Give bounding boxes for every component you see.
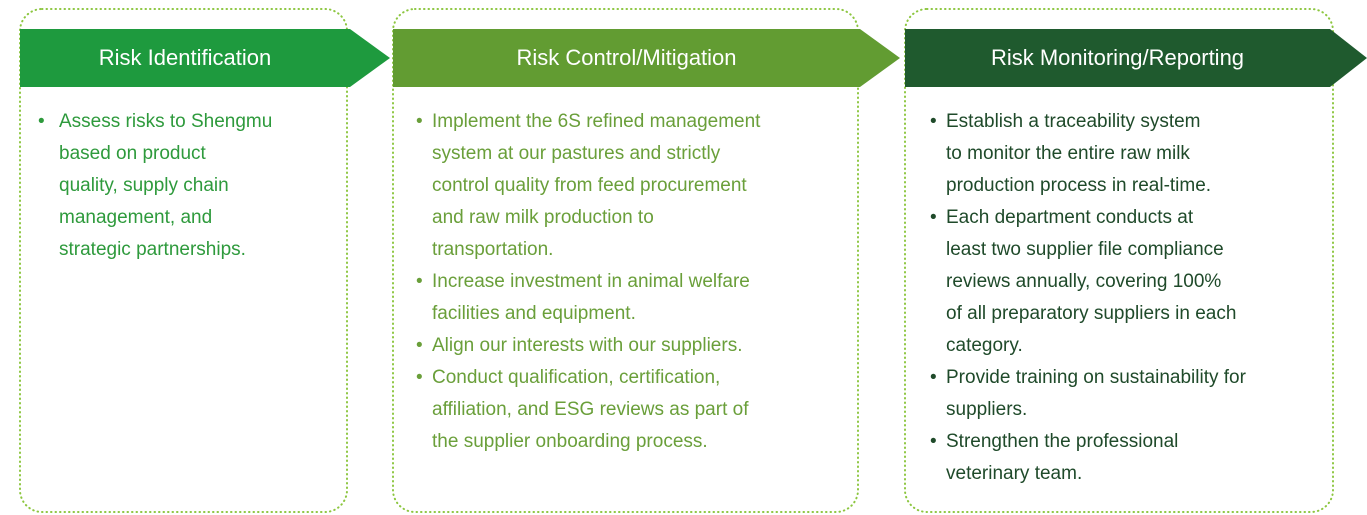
item-line: based on product — [59, 143, 206, 164]
bullet: • — [930, 431, 937, 452]
bullet: • — [416, 111, 423, 132]
item-line: of all preparatory suppliers in each — [946, 303, 1237, 324]
bullet: • — [416, 367, 423, 388]
bullet: • — [416, 271, 423, 292]
item-line: reviews annually, covering 100% — [946, 271, 1222, 292]
column-box — [904, 8, 1334, 513]
item-line: category. — [946, 335, 1023, 356]
bullet-list: • Implement the 6S refined management syst… — [416, 106, 761, 458]
item-line: production process in real-time. — [946, 175, 1212, 196]
item-line: Increase investment in animal welfare — [432, 271, 750, 292]
item-line: Align our interests with our suppliers. — [432, 335, 743, 356]
bullet-item: • Strengthen the professional veterinary t… — [930, 426, 1246, 490]
item-line: management, and — [59, 207, 213, 228]
item-line: Implement the 6S refined management — [432, 111, 761, 132]
item-line: Strengthen the professional — [946, 431, 1179, 452]
bullet-list: • Establish a traceability system to monit… — [930, 106, 1246, 490]
header-arrow — [20, 29, 390, 87]
column-title: Risk Monitoring/Reporting — [990, 45, 1245, 70]
item-line: Assess risks to Shengmu — [59, 111, 273, 132]
item-line: Conduct qualification, certification, — [432, 367, 721, 388]
item-line: control quality from feed procurement — [432, 175, 747, 196]
item-line: veterinary team. — [946, 463, 1083, 484]
item-line: and raw milk production to — [432, 207, 654, 228]
item-line: Each department conducts at — [946, 207, 1194, 228]
bullet-item: • Assess risks to Shengmu based on product… — [38, 106, 273, 266]
item-line: the supplier onboarding process. — [432, 431, 708, 452]
header-arrow — [905, 29, 1367, 87]
bullet: • — [930, 111, 937, 132]
bullet-list: • Assess risks to Shengmu based on product… — [38, 106, 273, 266]
bullet: • — [38, 111, 45, 132]
bullet: • — [930, 207, 937, 228]
bullet-item: • Align our interests with our suppliers. — [416, 330, 760, 362]
bullet-item: • Conduct qualification, certification, af… — [416, 362, 760, 458]
item-line: Provide training on sustainability for — [946, 367, 1246, 388]
bullet-item: • Establish a traceability system to monit… — [930, 106, 1246, 202]
bullet-item: • Increase investment in animal welfare fa… — [416, 266, 760, 330]
item-line: quality, supply chain — [59, 175, 229, 196]
bullet: • — [416, 335, 423, 356]
item-line: strategic partnerships. — [59, 239, 246, 260]
item-line: affiliation, and ESG reviews as part of — [432, 399, 749, 420]
item-line: facilities and equipment. — [432, 303, 636, 324]
bullet-item: • Each department conducts at least two su… — [930, 202, 1246, 362]
item-line: suppliers. — [946, 399, 1028, 420]
header-arrow — [393, 29, 900, 87]
item-line: to monitor the entire raw milk — [946, 143, 1190, 164]
bullet: • — [930, 367, 937, 388]
item-line: Establish a traceability system — [946, 111, 1201, 132]
column-title: Risk Control/Mitigation — [516, 45, 737, 70]
item-line: least two supplier file compliance — [946, 239, 1224, 260]
bullet-item: • Implement the 6S refined management syst… — [416, 106, 761, 266]
column-box — [392, 8, 859, 513]
column-title: Risk Identification — [98, 45, 272, 70]
item-line: transportation. — [432, 239, 554, 260]
item-line: system at our pastures and strictly — [432, 143, 721, 164]
bullet-item: • Provide training on sustainability for s… — [930, 362, 1246, 426]
